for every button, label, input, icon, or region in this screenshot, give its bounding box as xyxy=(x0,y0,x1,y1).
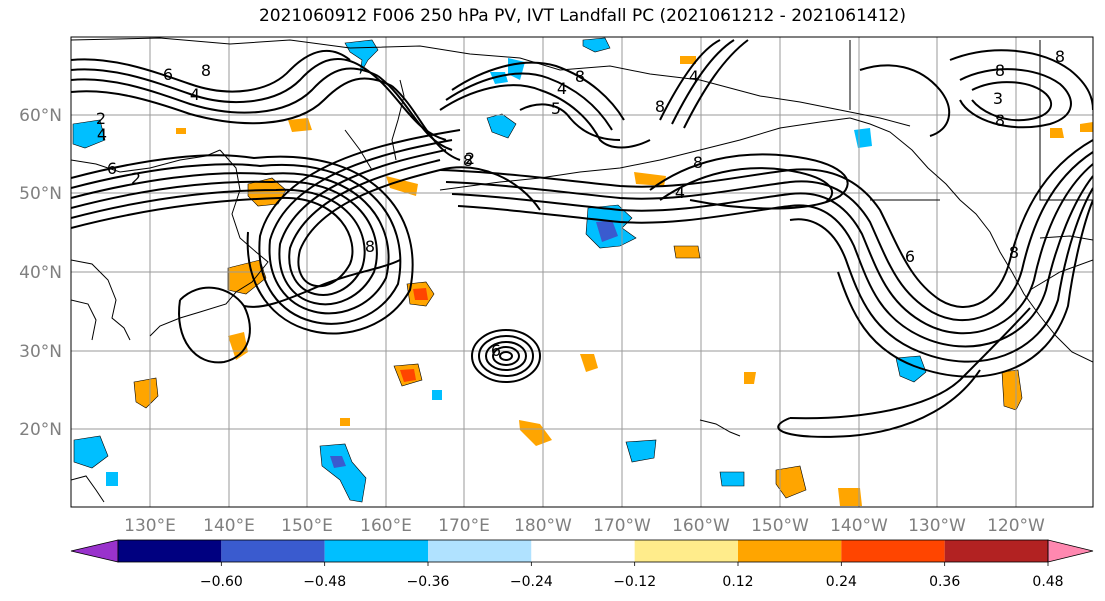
colorbar-box xyxy=(118,540,222,562)
contour-label: 8 xyxy=(995,111,1005,130)
lon-tick-label: 180°W xyxy=(514,516,572,536)
latitude-axis: 60°N 50°N 40°N 30°N 20°N xyxy=(19,106,62,440)
lon-tick-label: 130°W xyxy=(908,516,966,536)
colorbar-tick-label: 0.48 xyxy=(1032,574,1063,590)
contour-label: 8 xyxy=(201,61,211,80)
colorbar-tick-label: 0.12 xyxy=(722,574,753,590)
colorbar-box xyxy=(634,540,738,562)
contour-label: 8 xyxy=(1055,47,1065,66)
colorbar-extend-max xyxy=(1047,539,1094,563)
lon-tick-label: 160°E xyxy=(360,516,412,536)
contour-label: 8 xyxy=(365,237,375,256)
contour-label: 8 xyxy=(693,153,703,172)
colorbar-box xyxy=(738,540,842,562)
contour-label: 2 xyxy=(96,109,106,128)
contour-label: 5 xyxy=(551,99,561,118)
colorbar-extend-min xyxy=(70,539,119,563)
colorbar-tick-label: −0.12 xyxy=(613,574,656,590)
colorbar-box xyxy=(531,540,635,562)
contour-label: 6 xyxy=(905,247,915,266)
contour-label: 2 xyxy=(465,149,475,168)
colorbar-tick-label: −0.60 xyxy=(200,574,243,590)
colorbar-box xyxy=(221,540,325,562)
contour-label: 4 xyxy=(689,67,699,86)
contour-label: 4 xyxy=(190,85,200,104)
colorbar-box xyxy=(944,540,1048,562)
gridlines xyxy=(71,37,1093,507)
colorbar-tick-label: −0.48 xyxy=(303,574,346,590)
contour-label: 8 xyxy=(575,67,585,86)
lat-tick-label: 60°N xyxy=(19,106,62,126)
contour-label: 2 xyxy=(131,169,141,188)
lon-tick-label: 130°E xyxy=(124,516,176,536)
contour-label: 4 xyxy=(97,125,107,144)
lat-tick-label: 20°N xyxy=(19,420,62,440)
lon-tick-label: 150°W xyxy=(751,516,809,536)
colorbar: −0.60 −0.48 −0.36 −0.24 −0.12 0.12 0.24 0.36 0.4… xyxy=(70,539,1094,590)
lon-tick-label: 140°W xyxy=(830,516,888,536)
lon-tick-label: 170°E xyxy=(438,516,490,536)
colorbar-tick-label: −0.36 xyxy=(407,574,450,590)
contour-label: 6 xyxy=(163,65,173,84)
lat-tick-label: 40°N xyxy=(19,263,62,283)
contour-label: 8 xyxy=(463,151,473,170)
coastlines xyxy=(71,37,1093,503)
colorbar-tick-label: 0.24 xyxy=(826,574,857,590)
longitude-axis: 130°E 140°E 150°E 160°E 170°E 180°W 170°W 160°W… xyxy=(124,516,1045,536)
colorbar-tick-label: 0.36 xyxy=(929,574,960,590)
lon-tick-label: 120°W xyxy=(987,516,1045,536)
lon-tick-label: 140°E xyxy=(203,516,255,536)
contour-label: 8 xyxy=(1009,243,1019,262)
contour-label: 4 xyxy=(557,79,567,98)
colorbar-outline xyxy=(117,539,1049,563)
contour-label: 6 xyxy=(107,159,117,178)
contour-label: 6 xyxy=(491,341,501,360)
map-title: 2021060912 F006 250 hPa PV, IVT Landfall… xyxy=(258,6,906,26)
map-frame xyxy=(70,36,1094,508)
colorbar-box xyxy=(428,540,532,562)
contour-label: 3 xyxy=(993,89,1003,108)
lon-tick-label: 160°W xyxy=(672,516,730,536)
lon-tick-label: 150°E xyxy=(281,516,333,536)
lat-tick-label: 50°N xyxy=(19,184,62,204)
colorbar-box xyxy=(324,540,428,562)
lat-tick-label: 30°N xyxy=(19,342,62,362)
contour-label: 8 xyxy=(995,61,1005,80)
colorbar-tick-label: −0.24 xyxy=(510,574,553,590)
pv-contours xyxy=(71,39,1093,438)
lon-tick-label: 170°W xyxy=(593,516,651,536)
contour-label: 8 xyxy=(655,97,665,116)
contour-label: 4 xyxy=(675,183,685,202)
colorbar-box xyxy=(841,540,945,562)
